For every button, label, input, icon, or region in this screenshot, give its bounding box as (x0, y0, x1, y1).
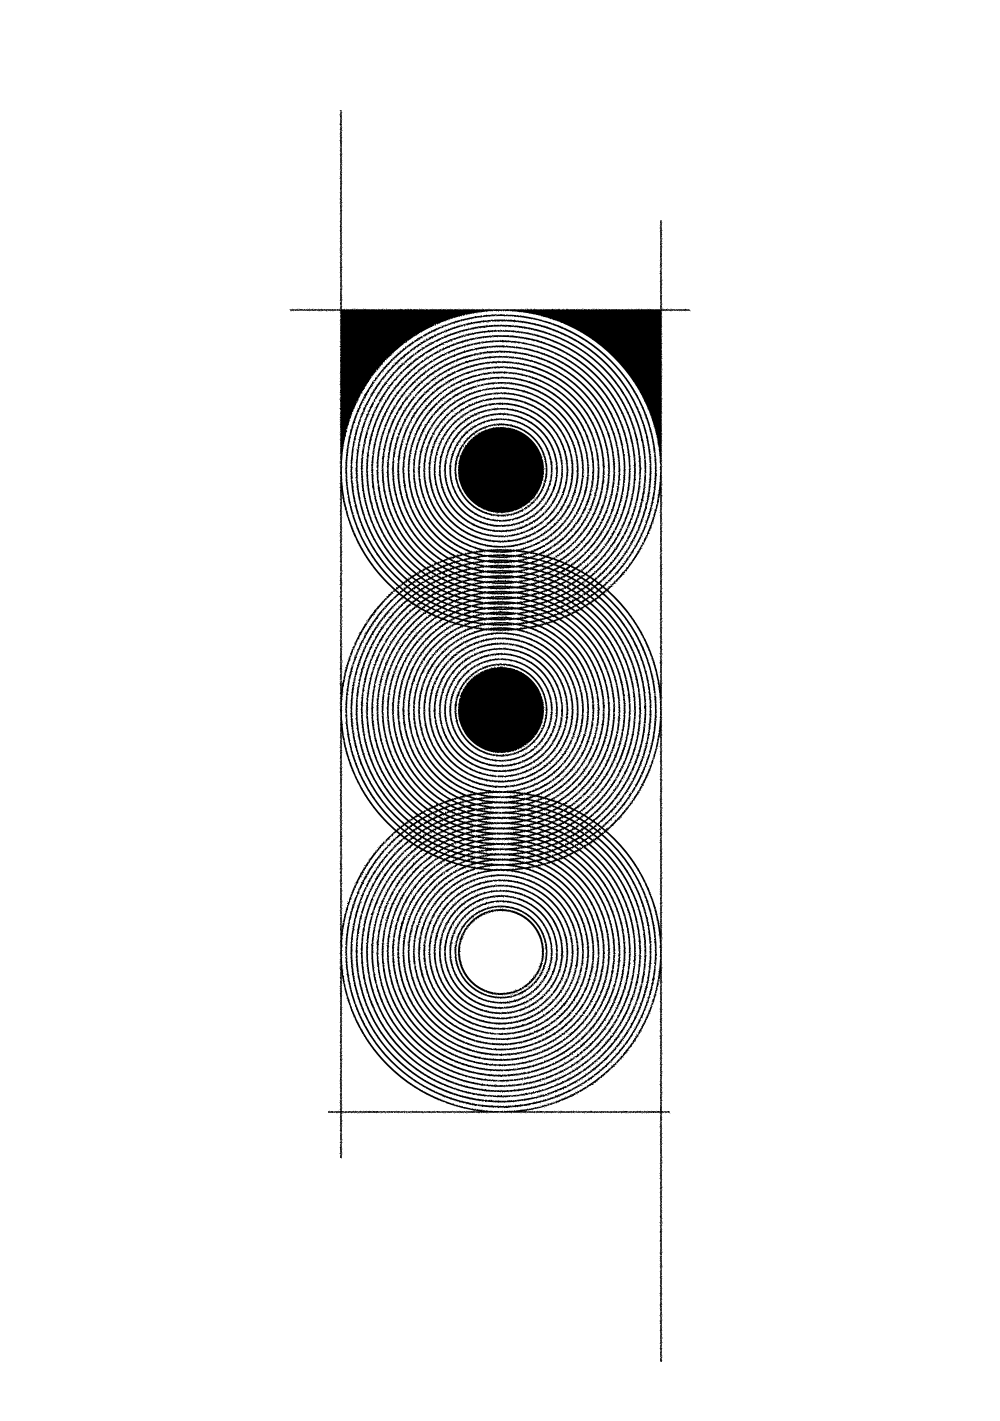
concentric-ring (397, 366, 605, 574)
concentric-ring (350, 319, 652, 621)
concentric-ring (423, 392, 579, 548)
concentric-ring (350, 801, 652, 1103)
concentric-ring (412, 381, 590, 559)
concentric-ring (371, 822, 631, 1082)
concentric-ring (418, 387, 584, 553)
filled-center-dot (458, 427, 544, 513)
concentric-ring (381, 832, 621, 1072)
concentric-ring (418, 869, 584, 1035)
concentric-ring (345, 796, 657, 1108)
concentric-ring (454, 663, 548, 757)
concentric-ring (386, 837, 616, 1067)
concentric-ring (397, 848, 605, 1056)
bottom-circle (341, 791, 661, 1112)
concentric-ring (438, 647, 564, 773)
concentric-ring (449, 418, 553, 522)
concentric-ring (433, 402, 569, 538)
concentric-ring (392, 361, 610, 579)
concentric-ring (438, 407, 564, 533)
concentric-ring (381, 350, 621, 590)
filled-center-dot (458, 667, 544, 753)
concentric-ring (423, 632, 579, 788)
concentric-ring (355, 806, 647, 1098)
concentric-ring (355, 324, 647, 616)
concentric-ring (360, 811, 642, 1093)
concentric-ring (371, 340, 631, 600)
concentric-ring (454, 905, 548, 999)
concentric-ring (433, 884, 569, 1020)
concentric-ring (449, 658, 553, 762)
concentric-ring (444, 653, 558, 767)
concentric-ring (376, 827, 626, 1077)
concentric-ring (402, 371, 600, 569)
concentric-ring (428, 879, 574, 1025)
concentric-ring (433, 642, 569, 778)
concentric-ring (412, 863, 590, 1041)
concentric-ring (444, 895, 558, 1009)
concentric-ring (392, 843, 610, 1061)
concentric-ring (360, 329, 642, 611)
concentric-ring (423, 874, 579, 1030)
concentric-ring (444, 413, 558, 527)
concentric-ring (366, 817, 636, 1087)
concentric-ring (407, 858, 595, 1046)
concentric-ring (341, 791, 661, 1112)
concentric-ring (402, 853, 600, 1051)
concentric-ring (341, 310, 661, 631)
construction-lines (290, 110, 690, 1362)
concentric-ring (386, 355, 616, 585)
concentric-ring (449, 900, 553, 1004)
concentric-ring (438, 889, 564, 1015)
open-center-hole (458, 909, 544, 995)
concentric-ring (376, 345, 626, 595)
concentric-ring (345, 314, 657, 626)
concentric-ring (407, 376, 595, 564)
concentric-ring (454, 423, 548, 517)
top-circle (341, 310, 661, 631)
concentric-ring (428, 637, 574, 783)
concentric-ring (366, 335, 636, 605)
concentric-ring (428, 397, 574, 543)
